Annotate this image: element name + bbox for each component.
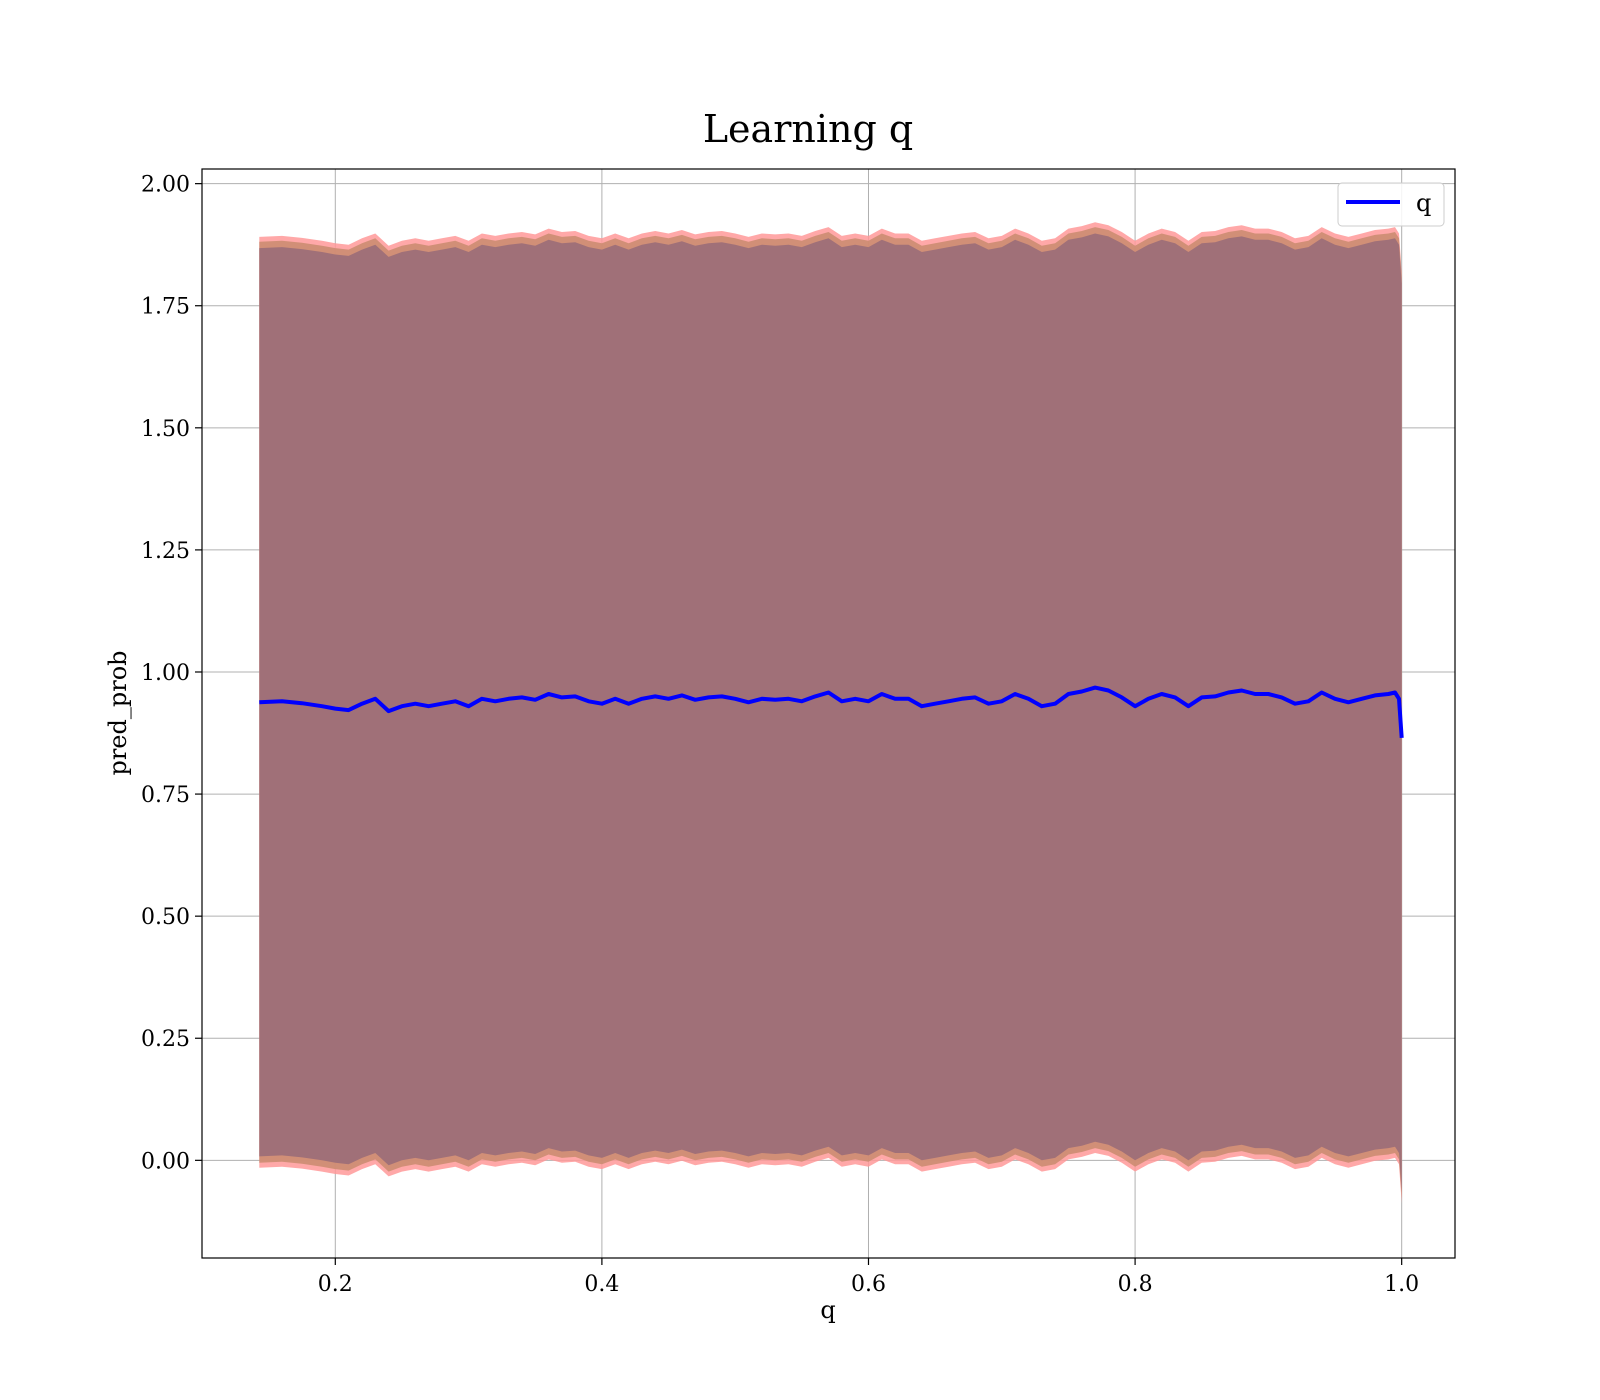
legend-box xyxy=(1337,182,1445,227)
x-axis-label: q xyxy=(820,1296,835,1324)
y-tick-label: 0.50 xyxy=(141,905,190,930)
plot-frame xyxy=(201,168,1456,1259)
confidence-bands xyxy=(259,222,1402,1204)
x-axis-ticks: 0.2 0.4 0.6 0.8 1.0 xyxy=(318,1258,1419,1297)
y-tick-label: 0.75 xyxy=(141,783,190,808)
series-lines xyxy=(259,685,1404,739)
band-inner xyxy=(259,233,1402,1193)
series-line-q xyxy=(259,685,1404,739)
legend-label-q: q xyxy=(1416,189,1431,217)
y-tick-label: 1.75 xyxy=(141,295,190,320)
x-tick-label: 0.2 xyxy=(318,1272,353,1297)
y-tick-label: 1.25 xyxy=(141,539,190,564)
y-tick-label: 1.00 xyxy=(141,661,190,686)
y-tick-label: 2.00 xyxy=(141,173,190,198)
y-axis-label: pred_prob xyxy=(104,650,132,775)
y-axis-ticks: 0.00 0.25 0.50 0.75 1.00 1.25 1.50 1.75 2.00 xyxy=(141,173,202,1174)
y-tick-label: 0.00 xyxy=(141,1149,190,1174)
legend: q xyxy=(1337,182,1445,227)
x-tick-label: 0.6 xyxy=(851,1272,886,1297)
chart-title: Learning q xyxy=(703,107,913,151)
x-tick-label: 0.8 xyxy=(1118,1272,1153,1297)
x-tick-label: 1.0 xyxy=(1384,1272,1419,1297)
y-tick-label: 0.25 xyxy=(141,1027,190,1052)
y-tick-label: 1.50 xyxy=(141,417,190,442)
x-tick-label: 0.4 xyxy=(584,1272,619,1297)
